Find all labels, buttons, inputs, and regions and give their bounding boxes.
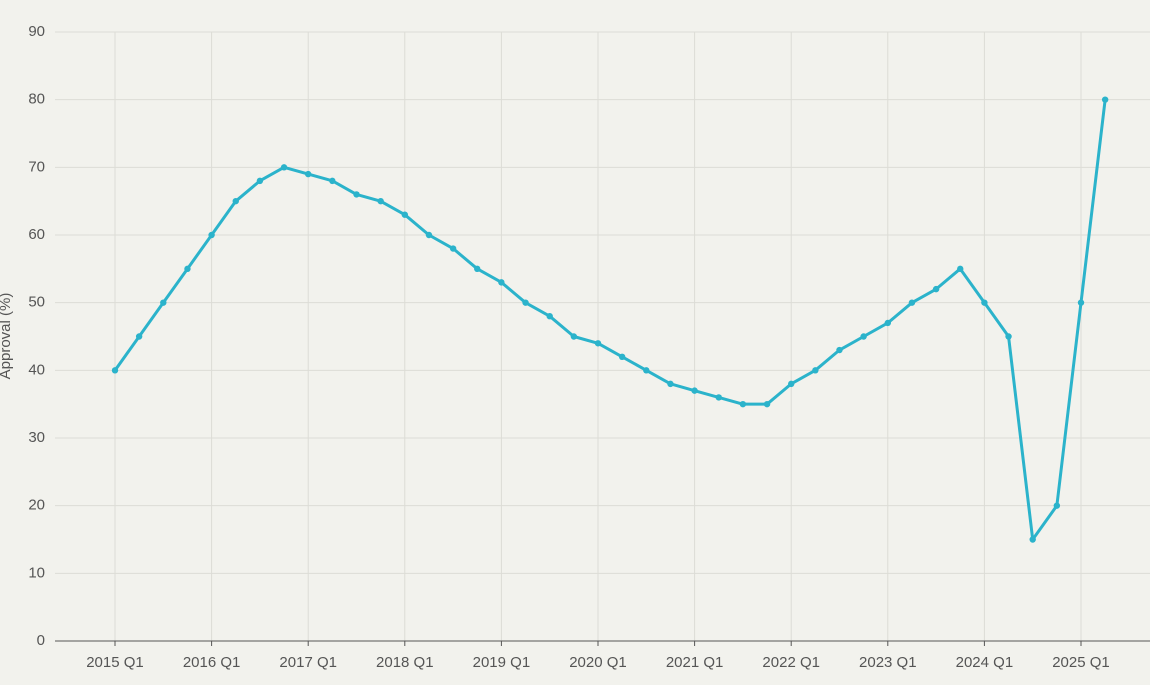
- data-point: [1077, 299, 1085, 306]
- data-point: [1005, 333, 1012, 340]
- x-tick-label: 2020 Q1: [569, 654, 627, 671]
- data-point: [957, 265, 964, 273]
- data-point: [522, 299, 529, 306]
- data-point: [425, 231, 433, 239]
- data-point: [812, 367, 819, 374]
- x-tick-label: 2016 Q1: [183, 654, 241, 671]
- data-point: [691, 387, 698, 394]
- data-point: [449, 245, 457, 252]
- data-point: [618, 353, 626, 360]
- data-point: [160, 299, 167, 306]
- x-tick-label: 2022 Q1: [762, 654, 820, 671]
- y-tick-label: 60: [28, 226, 45, 243]
- data-point: [715, 394, 722, 401]
- x-tick-label: 2018 Q1: [376, 654, 434, 671]
- data-point: [184, 265, 191, 273]
- x-tick-label: 2015 Q1: [86, 654, 144, 671]
- data-point: [546, 313, 553, 320]
- x-tick-label: 2024 Q1: [956, 654, 1014, 671]
- data-point: [135, 333, 143, 340]
- data-point: [1053, 502, 1061, 509]
- data-point: [498, 279, 505, 286]
- data-point: [667, 380, 674, 388]
- data-point: [884, 319, 891, 327]
- data-point: [932, 285, 940, 293]
- data-point: [305, 170, 312, 178]
- data-point: [1029, 536, 1036, 543]
- data-point: [594, 340, 602, 347]
- x-tick-label: 2023 Q1: [859, 654, 917, 671]
- y-tick-label: 20: [28, 497, 45, 514]
- data-point: [981, 299, 988, 306]
- data-point: [1101, 96, 1109, 103]
- y-tick-label: 50: [28, 294, 45, 311]
- data-point: [570, 333, 578, 340]
- y-tick-label: 0: [37, 632, 45, 649]
- data-point: [836, 346, 843, 354]
- data-point: [788, 380, 795, 388]
- x-tick-label: 2019 Q1: [473, 654, 531, 671]
- data-point: [232, 197, 239, 205]
- data-point: [280, 164, 288, 171]
- data-point: [353, 191, 360, 198]
- y-tick-label: 30: [28, 429, 45, 446]
- y-axis-label: Approval (%): [0, 293, 14, 380]
- data-point: [377, 197, 384, 205]
- data-point: [908, 299, 916, 306]
- data-point: [474, 265, 481, 273]
- data-line: [113, 99, 1107, 541]
- y-tick-label: 70: [28, 158, 45, 175]
- data-point: [111, 367, 119, 374]
- x-tick-label: 2025 Q1: [1052, 654, 1110, 671]
- data-point: [739, 400, 747, 408]
- y-tick-label: 10: [28, 564, 45, 581]
- data-point: [763, 400, 771, 408]
- y-tick-label: 80: [28, 91, 45, 108]
- data-point: [208, 231, 215, 239]
- data-point: [643, 367, 650, 374]
- data-point: [860, 333, 867, 340]
- y-tick-label: 40: [28, 361, 45, 378]
- x-tick-label: 2021 Q1: [666, 654, 724, 671]
- data-point: [401, 211, 408, 218]
- y-tick-label: 90: [28, 23, 45, 40]
- data-point: [329, 177, 336, 185]
- x-tick-label: 2017 Q1: [279, 654, 337, 671]
- data-point: [256, 177, 264, 185]
